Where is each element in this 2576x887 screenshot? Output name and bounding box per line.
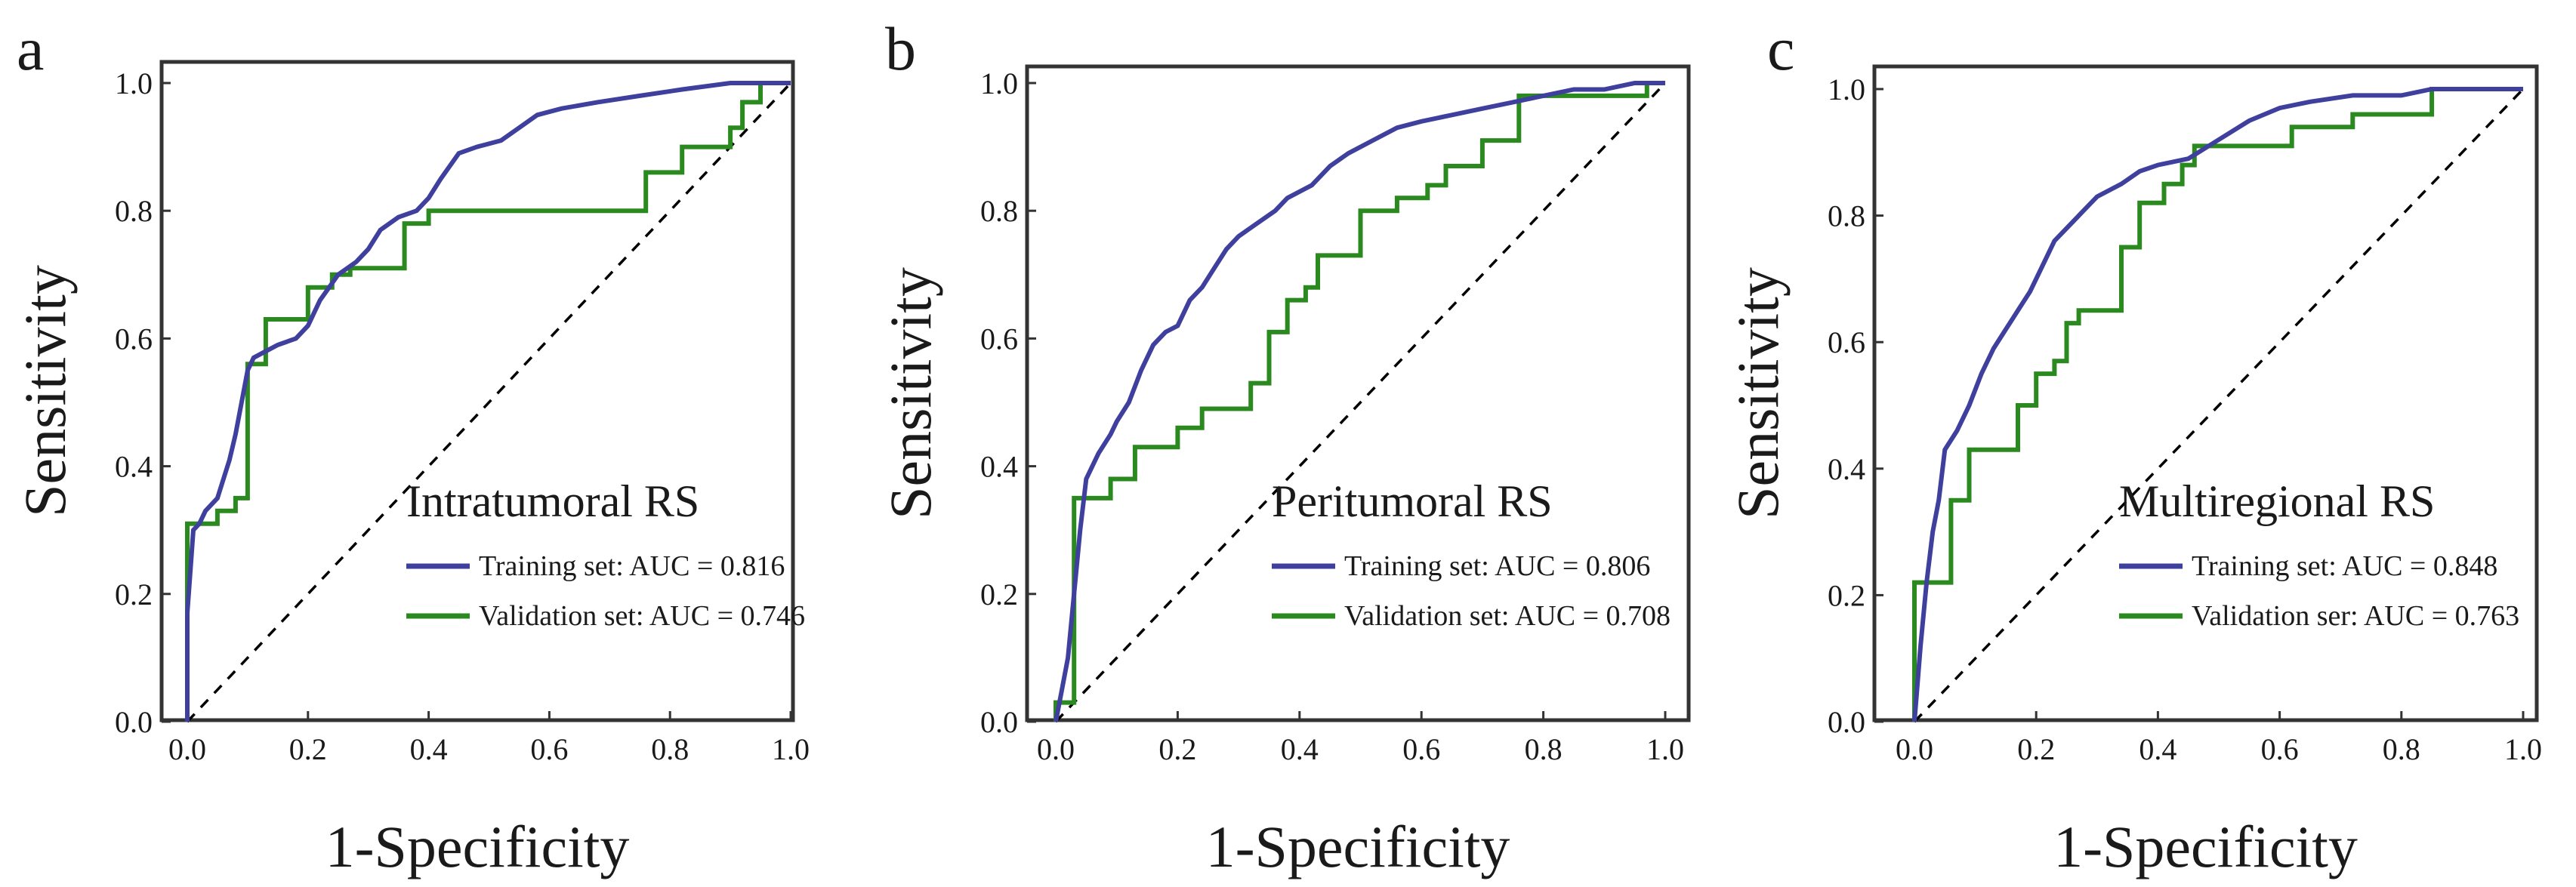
y-tick-label: 0.8 [980,194,1018,228]
y-tick-label: 0.8 [115,194,153,228]
legend-title: Peritumoral RS [1272,476,1553,526]
y-tick-label: 0.2 [115,577,153,611]
y-axis-label: Sensitivity [1725,267,1791,519]
x-tick-label: 0.4 [1281,732,1319,766]
roc-curve-training [1912,87,2523,722]
reference-diagonal-line [1054,82,1667,723]
x-tick-label: 0.2 [289,732,327,766]
legend-entry-training: Training set: AUC = 0.816 [479,550,785,582]
x-tick-label: 0.8 [651,732,689,766]
roc-curve-validation [1054,81,1665,722]
x-tick-label: 0.0 [1896,732,1933,766]
y-tick-label: 0.0 [115,705,153,739]
y-tick-label: 0.8 [1828,199,1865,233]
y-tick-label: 0.6 [1828,325,1865,359]
legend-entry-validation: Validation set: AUC = 0.708 [1344,600,1671,632]
y-tick-label: 0.4 [980,450,1018,484]
legend-title: Multiregional RS [2119,476,2435,526]
y-tick-label: 1.0 [1828,72,1865,106]
y-tick-label: 0.6 [980,322,1018,356]
x-tick-label: 0.0 [1037,732,1075,766]
legend-entry-training: Training set: AUC = 0.806 [1344,550,1650,582]
x-tick-label: 1.0 [772,732,810,766]
legend-entry-training: Training set: AUC = 0.848 [2192,550,2497,582]
y-tick-label: 1.0 [115,66,153,100]
x-tick-label: 0.6 [1402,732,1440,766]
x-tick-label: 0.2 [1158,732,1196,766]
roc-curve-validation [1912,87,2523,722]
plot-frame [1025,64,1691,722]
y-tick-label: 0.0 [1828,705,1865,739]
chart-panel-b: b 0.0 0.2 0.4 0.6 0.8 1.0 0.0 0.2 0.4 0.6 0.8 1.0 1-S… [878,14,1691,879]
x-tick-label: 1.0 [1646,732,1684,766]
x-tick-label: 0.2 [2017,732,2055,766]
x-tick-label: 0.0 [168,732,206,766]
chart-panel-a: a 0.0 0.2 0.4 0.6 0.8 1.0 0.0 0.2 0.4 0.6 0.8 1.0 1-S… [12,14,810,879]
x-tick-label: 0.4 [410,732,448,766]
legend-entry-validation: Validation ser: AUC = 0.763 [2192,600,2519,632]
legend-entry-validation: Validation set: AUC = 0.746 [479,600,805,632]
y-tick-label: 0.2 [980,577,1018,611]
y-axis-label: Sensitivity [878,267,943,519]
y-tick-label: 0.0 [980,705,1018,739]
panel-label: b [885,14,916,83]
y-tick-label: 0.6 [115,322,153,356]
x-axis-label: 1-Specificity [1206,814,1510,879]
x-tick-label: 0.6 [2261,732,2299,766]
panel-label: c [1767,14,1794,83]
y-axis-label: Sensitivity [12,265,78,517]
x-axis-label: 1-Specificity [2053,814,2358,879]
x-tick-label: 0.4 [2139,732,2176,766]
plot-frame [1872,64,2539,722]
chart-panel-c: c 0.0 0.2 0.4 0.6 0.8 1.0 0.0 0.2 0.4 0.6 0.8 1.0 1-S… [1725,14,2542,879]
x-axis-label: 1-Specificity [325,814,630,879]
x-tick-label: 0.8 [2383,732,2420,766]
reference-diagonal-line [1913,88,2525,723]
legend-title: Intratumoral RS [406,476,699,526]
y-tick-label: 0.2 [1828,578,1865,612]
y-tick-label: 0.4 [1828,452,1865,486]
panel-label: a [17,14,44,83]
x-tick-label: 0.8 [1525,732,1563,766]
roc-curve-training [185,81,791,722]
x-tick-label: 0.6 [530,732,568,766]
roc-curve-training [1054,81,1665,722]
plot-frame [159,60,795,722]
reference-diagonal-line [186,82,792,723]
x-tick-label: 1.0 [2504,732,2542,766]
y-tick-label: 1.0 [980,66,1018,100]
y-tick-label: 0.4 [115,450,153,484]
